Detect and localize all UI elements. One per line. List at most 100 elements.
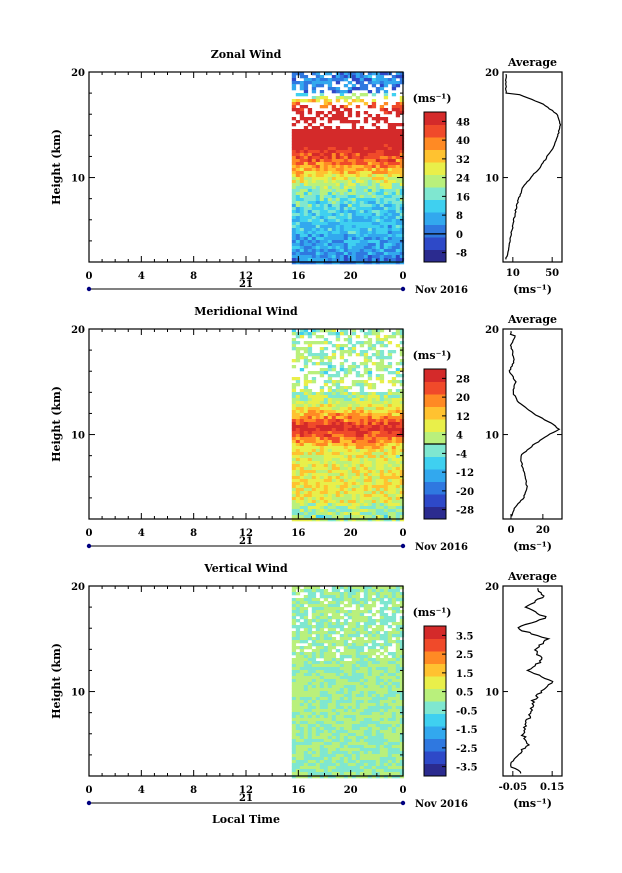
heatmap-cell xyxy=(299,401,305,405)
heatmap-cell xyxy=(399,619,405,623)
heatmap-cell xyxy=(375,467,381,471)
heatmap-cell xyxy=(367,419,373,423)
heatmap-cell xyxy=(303,619,309,623)
heatmap-cell xyxy=(339,252,345,256)
heatmap-cell xyxy=(395,174,401,178)
heatmap-cell xyxy=(319,703,325,707)
heatmap-cell xyxy=(319,667,325,671)
heatmap-cell xyxy=(343,207,349,211)
heatmap-cell xyxy=(343,150,349,154)
heatmap-cell xyxy=(359,491,365,495)
heatmap-cell xyxy=(339,249,345,253)
heatmap-cell xyxy=(291,721,297,725)
heatmap-cell xyxy=(363,204,369,208)
heatmap-cell xyxy=(399,616,405,620)
heatmap-cell xyxy=(355,392,361,396)
heatmap-cell xyxy=(315,171,321,175)
heatmap-cell xyxy=(343,604,349,608)
heatmap-cell xyxy=(399,476,405,480)
heatmap-cell xyxy=(355,655,361,659)
heatmap-cell xyxy=(307,198,313,202)
heatmap-cell xyxy=(303,177,309,181)
heatmap-cell xyxy=(371,78,377,82)
heatmap-cell xyxy=(371,685,377,689)
heatmap-cell xyxy=(355,515,361,519)
average-profile-line xyxy=(504,73,562,260)
heatmap-cell xyxy=(327,228,333,232)
heatmap-cell xyxy=(291,392,297,396)
heatmap-cell xyxy=(291,670,297,674)
heatmap-cell xyxy=(323,503,329,507)
heatmap-cell xyxy=(399,467,405,471)
heatmap-cell xyxy=(375,180,381,184)
heatmap-cell xyxy=(343,395,349,399)
heatmap-cell xyxy=(291,81,297,85)
heatmap-cell xyxy=(307,425,313,429)
heatmap-cell xyxy=(359,195,365,199)
heatmap-cell xyxy=(383,500,389,504)
heatmap-cell xyxy=(355,443,361,447)
heatmap-cell xyxy=(363,763,369,767)
heatmap-cell xyxy=(347,760,353,764)
heatmap-cell xyxy=(363,772,369,776)
heatmap-cell xyxy=(359,718,365,722)
heatmap-cell xyxy=(351,141,357,145)
heatmap-cell xyxy=(359,177,365,181)
heatmap-cell xyxy=(355,365,361,369)
heatmap-cell xyxy=(347,341,353,345)
heatmap-cell xyxy=(327,500,333,504)
heatmap-cell xyxy=(331,90,337,94)
heatmap-cell xyxy=(331,144,337,148)
heatmap-cell xyxy=(311,177,317,181)
heatmap-cell xyxy=(331,473,337,477)
heatmap-cell xyxy=(383,219,389,223)
heatmap-cell xyxy=(363,745,369,749)
heatmap-cell xyxy=(327,769,333,773)
heatmap-cell xyxy=(327,210,333,214)
heatmap-cell xyxy=(351,757,357,761)
heatmap-cell xyxy=(379,261,385,265)
heatmap-cell xyxy=(343,718,349,722)
heatmap-cell xyxy=(327,404,333,408)
heatmap-cell xyxy=(291,724,297,728)
heatmap-cell xyxy=(291,649,297,653)
heatmap-cell xyxy=(371,195,377,199)
heatmap-cell xyxy=(367,718,373,722)
heatmap-cell xyxy=(295,431,301,435)
heatmap-cell xyxy=(339,407,345,411)
heatmap-cell xyxy=(339,419,345,423)
heatmap-cell xyxy=(371,676,377,680)
heatmap-cell xyxy=(363,697,369,701)
heatmap-cell xyxy=(327,165,333,169)
heatmap-cell xyxy=(347,102,353,106)
heatmap-cell xyxy=(351,658,357,662)
heatmap-cell xyxy=(347,745,353,749)
heatmap-cell xyxy=(323,192,329,196)
heatmap-cell xyxy=(335,694,341,698)
heatmap-cell xyxy=(359,416,365,420)
heatmap-cell xyxy=(351,168,357,172)
heatmap-cell xyxy=(399,237,405,241)
heatmap-cell xyxy=(347,75,353,79)
heatmap-cell xyxy=(371,619,377,623)
heatmap-cell xyxy=(343,398,349,402)
heatmap-cell xyxy=(391,168,397,172)
heatmap-cell xyxy=(367,129,373,133)
heatmap-cell xyxy=(335,625,341,629)
heatmap-cell xyxy=(303,195,309,199)
heatmap-cell xyxy=(307,422,313,426)
heatmap-cell xyxy=(295,120,301,124)
heatmap-cell xyxy=(315,419,321,423)
heatmap-cell xyxy=(335,195,341,199)
heatmap-cell xyxy=(343,685,349,689)
heatmap-cell xyxy=(351,398,357,402)
heatmap-cell xyxy=(387,404,393,408)
heatmap-cell xyxy=(335,733,341,737)
heatmap-cell xyxy=(315,72,321,76)
heatmap-cell xyxy=(319,610,325,614)
heatmap-cell xyxy=(355,374,361,378)
heatmap-cell xyxy=(379,622,385,626)
heatmap-cell xyxy=(391,108,397,112)
heatmap-cell xyxy=(363,341,369,345)
heatmap-cell xyxy=(315,586,321,590)
